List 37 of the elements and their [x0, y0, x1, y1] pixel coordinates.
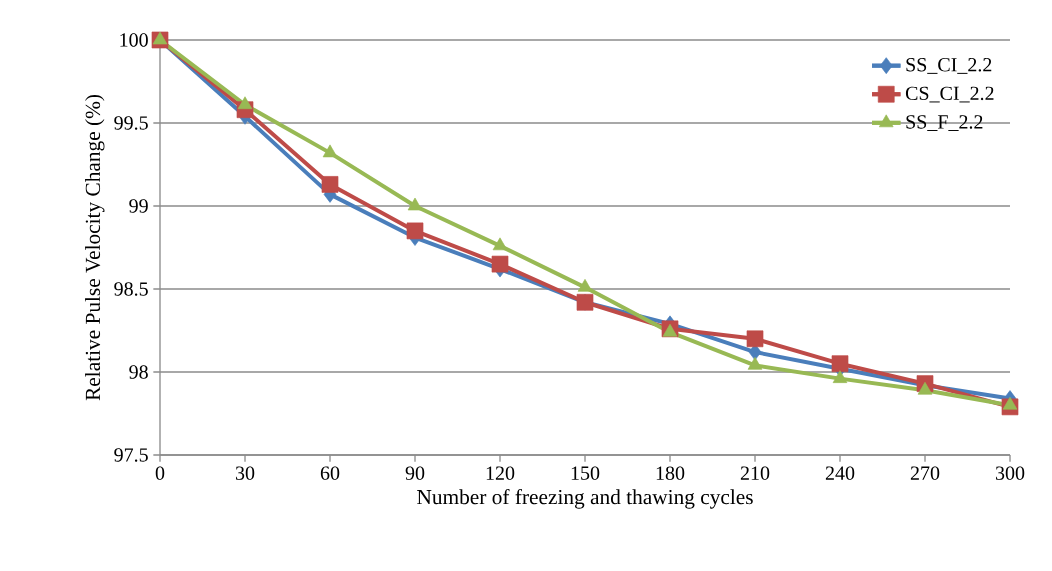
x-tick-label: 300	[995, 466, 1025, 480]
x-tick-label: 60	[320, 466, 340, 480]
y-tick-label: 99	[129, 199, 148, 213]
legend-label: SS_F_2.2	[906, 115, 983, 132]
x-tick-label: 120	[486, 466, 515, 480]
point	[831, 355, 849, 373]
y-axis-title: Relative Pulse Velocity Change (%)	[85, 94, 105, 401]
legend-label: SS_CI_2.2	[906, 58, 992, 74]
y-tick-label: 100	[120, 33, 148, 47]
point	[492, 237, 508, 251]
x-tick-label: 150	[571, 466, 600, 480]
point	[746, 330, 764, 348]
point	[491, 255, 509, 273]
point	[321, 176, 339, 193]
point	[832, 370, 848, 383]
x-tick-label: 0	[155, 466, 165, 480]
legend-label: CS_CI_2.2	[905, 86, 994, 103]
point	[406, 222, 424, 240]
point	[152, 31, 168, 45]
y-tick-label: 99.5	[114, 116, 148, 130]
x-tick-label: 210	[740, 466, 770, 480]
point	[917, 381, 933, 395]
y-tick-label: 97.5	[114, 448, 148, 462]
point	[237, 96, 253, 110]
y-tick-label: 98	[129, 365, 148, 379]
x-tick-label: 90	[405, 466, 425, 480]
y-tick-label: 98.5	[114, 282, 148, 296]
x-axis-title: Number of freezing and thawing cycles	[417, 489, 753, 509]
x-tick-label: 30	[235, 466, 255, 480]
point	[577, 279, 593, 292]
x-tick-label: 180	[656, 466, 685, 480]
point	[1002, 396, 1018, 410]
x-tick-label: 240	[825, 466, 855, 480]
point	[407, 197, 423, 211]
point	[747, 357, 763, 370]
x-tick-label: 270	[910, 466, 940, 480]
point	[322, 144, 338, 158]
